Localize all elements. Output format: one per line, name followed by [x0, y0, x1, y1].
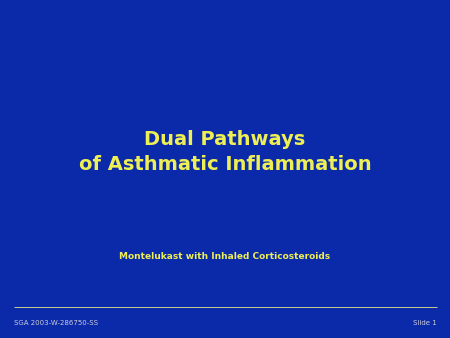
Text: Slide 1: Slide 1 — [413, 320, 436, 326]
Text: SGA 2003-W-286750-SS: SGA 2003-W-286750-SS — [14, 320, 98, 326]
Text: Dual Pathways
of Asthmatic Inflammation: Dual Pathways of Asthmatic Inflammation — [79, 130, 371, 174]
Text: Montelukast with Inhaled Corticosteroids: Montelukast with Inhaled Corticosteroids — [119, 252, 331, 261]
